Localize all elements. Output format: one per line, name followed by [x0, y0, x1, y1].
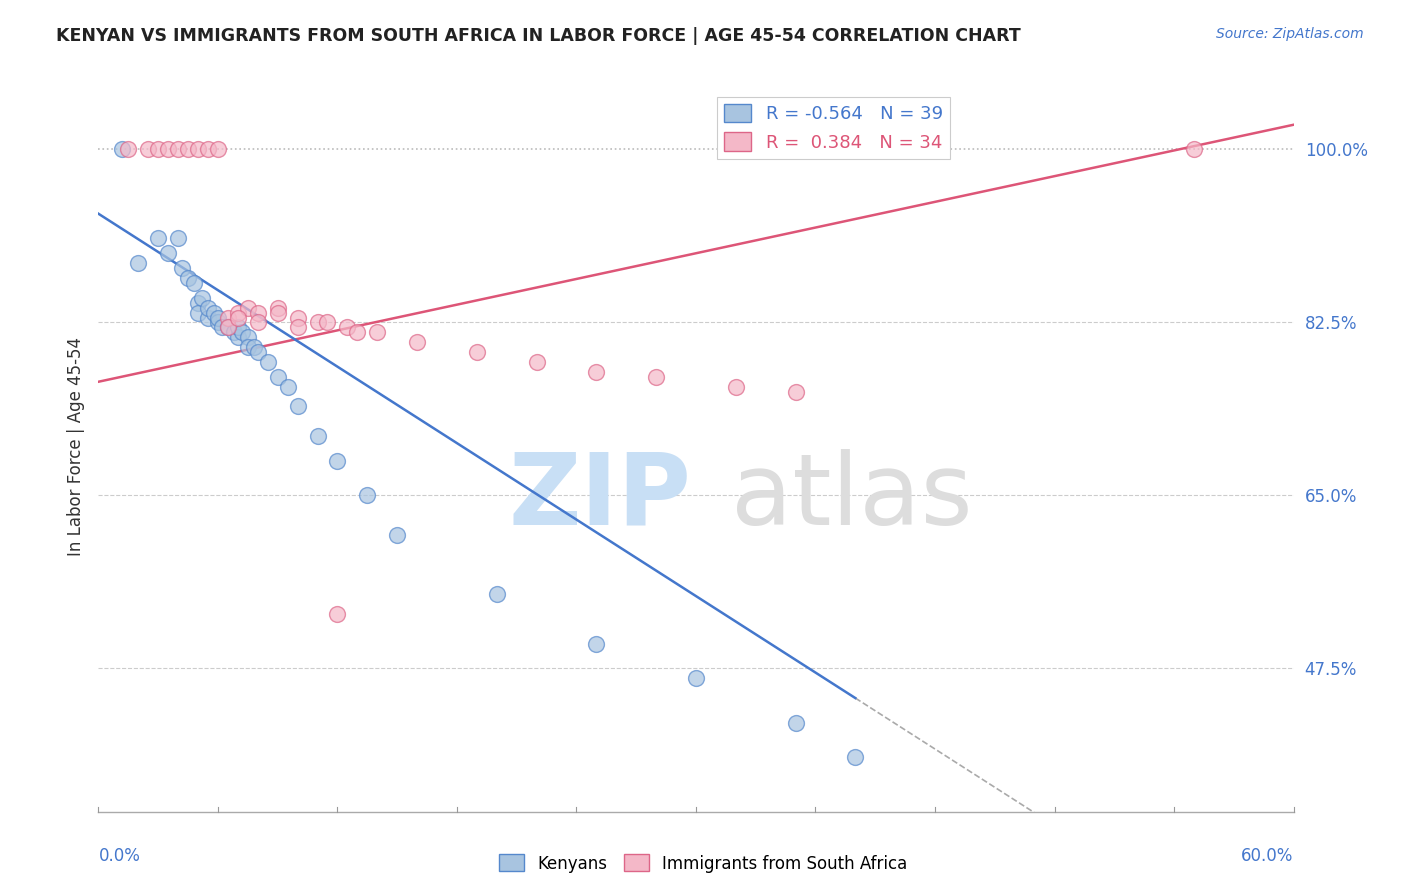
Point	[226, 310, 249, 325]
Text: atlas: atlas	[731, 449, 972, 546]
Point	[197, 310, 219, 325]
Point	[287, 320, 309, 334]
Point	[585, 637, 607, 651]
Point	[326, 454, 349, 468]
Point	[256, 355, 278, 369]
Point	[217, 310, 239, 325]
Point	[148, 143, 170, 157]
Point	[307, 315, 329, 329]
Point	[187, 305, 209, 319]
Point	[307, 429, 329, 443]
Point	[287, 400, 309, 414]
Point	[1182, 143, 1205, 157]
Point	[246, 305, 269, 319]
Point	[202, 305, 225, 319]
Point	[236, 301, 259, 315]
Point	[406, 335, 429, 350]
Legend: R = -0.564   N = 39, R =  0.384   N = 34: R = -0.564 N = 39, R = 0.384 N = 34	[717, 96, 950, 159]
Point	[336, 320, 359, 334]
Point	[167, 231, 190, 245]
Point	[231, 326, 253, 340]
Point	[267, 301, 290, 315]
Point	[157, 246, 180, 260]
Point	[385, 528, 409, 542]
Point	[157, 143, 180, 157]
Point	[326, 607, 349, 621]
Point	[222, 326, 245, 340]
Point	[316, 315, 339, 329]
Point	[785, 715, 807, 730]
Text: 0.0%: 0.0%	[98, 847, 141, 865]
Point	[356, 488, 378, 502]
Point	[148, 231, 170, 245]
Point	[585, 365, 607, 379]
Point	[117, 143, 139, 157]
Point	[267, 369, 290, 384]
Point	[111, 143, 134, 157]
Point	[187, 143, 209, 157]
Point	[236, 330, 259, 344]
Point	[211, 320, 233, 334]
Point	[246, 315, 269, 329]
Point	[366, 326, 388, 340]
Point	[197, 301, 219, 315]
Point	[645, 369, 668, 384]
Point	[217, 320, 239, 334]
Point	[685, 671, 707, 685]
Point	[465, 345, 488, 359]
Point	[526, 355, 548, 369]
Point	[127, 256, 149, 270]
Point	[236, 340, 259, 354]
Point	[346, 326, 368, 340]
Point	[207, 310, 229, 325]
Point	[207, 143, 229, 157]
Text: ZIP: ZIP	[509, 449, 692, 546]
Point	[844, 750, 866, 764]
Point	[246, 345, 269, 359]
Point	[167, 143, 190, 157]
Point	[243, 340, 266, 354]
Point	[207, 315, 229, 329]
Point	[197, 143, 219, 157]
Point	[226, 330, 249, 344]
Point	[267, 305, 290, 319]
Y-axis label: In Labor Force | Age 45-54: In Labor Force | Age 45-54	[66, 336, 84, 556]
Text: KENYAN VS IMMIGRANTS FROM SOUTH AFRICA IN LABOR FORCE | AGE 45-54 CORRELATION CH: KENYAN VS IMMIGRANTS FROM SOUTH AFRICA I…	[56, 27, 1021, 45]
Point	[277, 380, 299, 394]
Point	[177, 143, 200, 157]
Text: Source: ZipAtlas.com: Source: ZipAtlas.com	[1216, 27, 1364, 41]
Point	[191, 291, 214, 305]
Point	[287, 310, 309, 325]
Point	[226, 305, 249, 319]
Point	[724, 380, 747, 394]
Point	[183, 276, 205, 290]
Point	[177, 271, 200, 285]
Text: 60.0%: 60.0%	[1241, 847, 1294, 865]
Point	[226, 320, 249, 334]
Point	[136, 143, 159, 157]
Point	[187, 295, 209, 310]
Point	[485, 587, 508, 601]
Point	[217, 320, 239, 334]
Point	[785, 384, 807, 399]
Legend: Kenyans, Immigrants from South Africa: Kenyans, Immigrants from South Africa	[492, 847, 914, 880]
Point	[172, 261, 194, 276]
